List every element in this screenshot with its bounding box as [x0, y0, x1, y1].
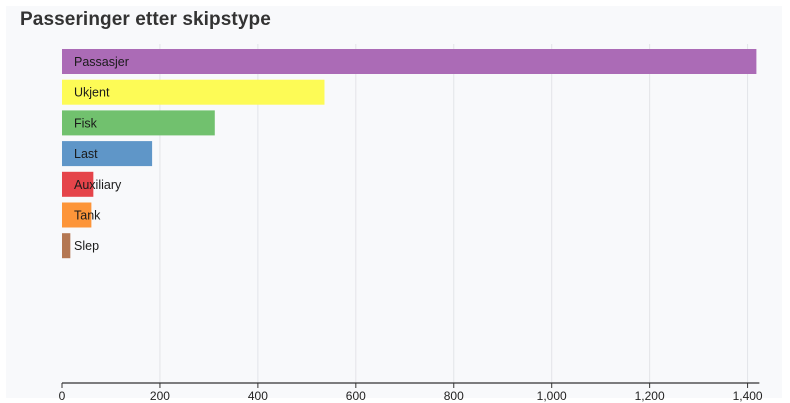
bar-label: Passasjer [74, 55, 129, 69]
bar-label: Slep [74, 239, 99, 253]
bar [62, 49, 757, 74]
grid-lines [159, 44, 749, 383]
bars [62, 49, 757, 259]
x-tick-label: 1,000 [537, 389, 567, 403]
x-tick-label: 0 [59, 389, 66, 403]
x-tick-label: 600 [346, 389, 366, 403]
x-tick-label: 1,200 [635, 389, 665, 403]
bar [62, 233, 71, 259]
bar [62, 79, 325, 105]
bar-label: Ukjent [74, 86, 110, 100]
x-tick-label: 200 [150, 389, 170, 403]
bar [62, 141, 153, 167]
bar-label: Last [74, 147, 98, 161]
bar [62, 110, 215, 136]
chart-title: Passeringer etter skipstype [20, 9, 271, 30]
bar [62, 171, 94, 197]
x-axis: 0 200 400 600 800 1,000 1,200 1,400 [59, 382, 763, 403]
bar-label: Auxiliary [74, 178, 122, 192]
x-tick-label: 1,400 [733, 389, 763, 403]
x-tick-label: 400 [248, 389, 268, 403]
bar [62, 202, 92, 228]
bar-label: Fisk [74, 116, 98, 130]
bar-label: Tank [74, 209, 101, 223]
bar-labels: Passasjer Ukjent Fisk Last Auxiliary Tank Slep [74, 55, 129, 253]
x-tick-label: 800 [444, 389, 464, 403]
